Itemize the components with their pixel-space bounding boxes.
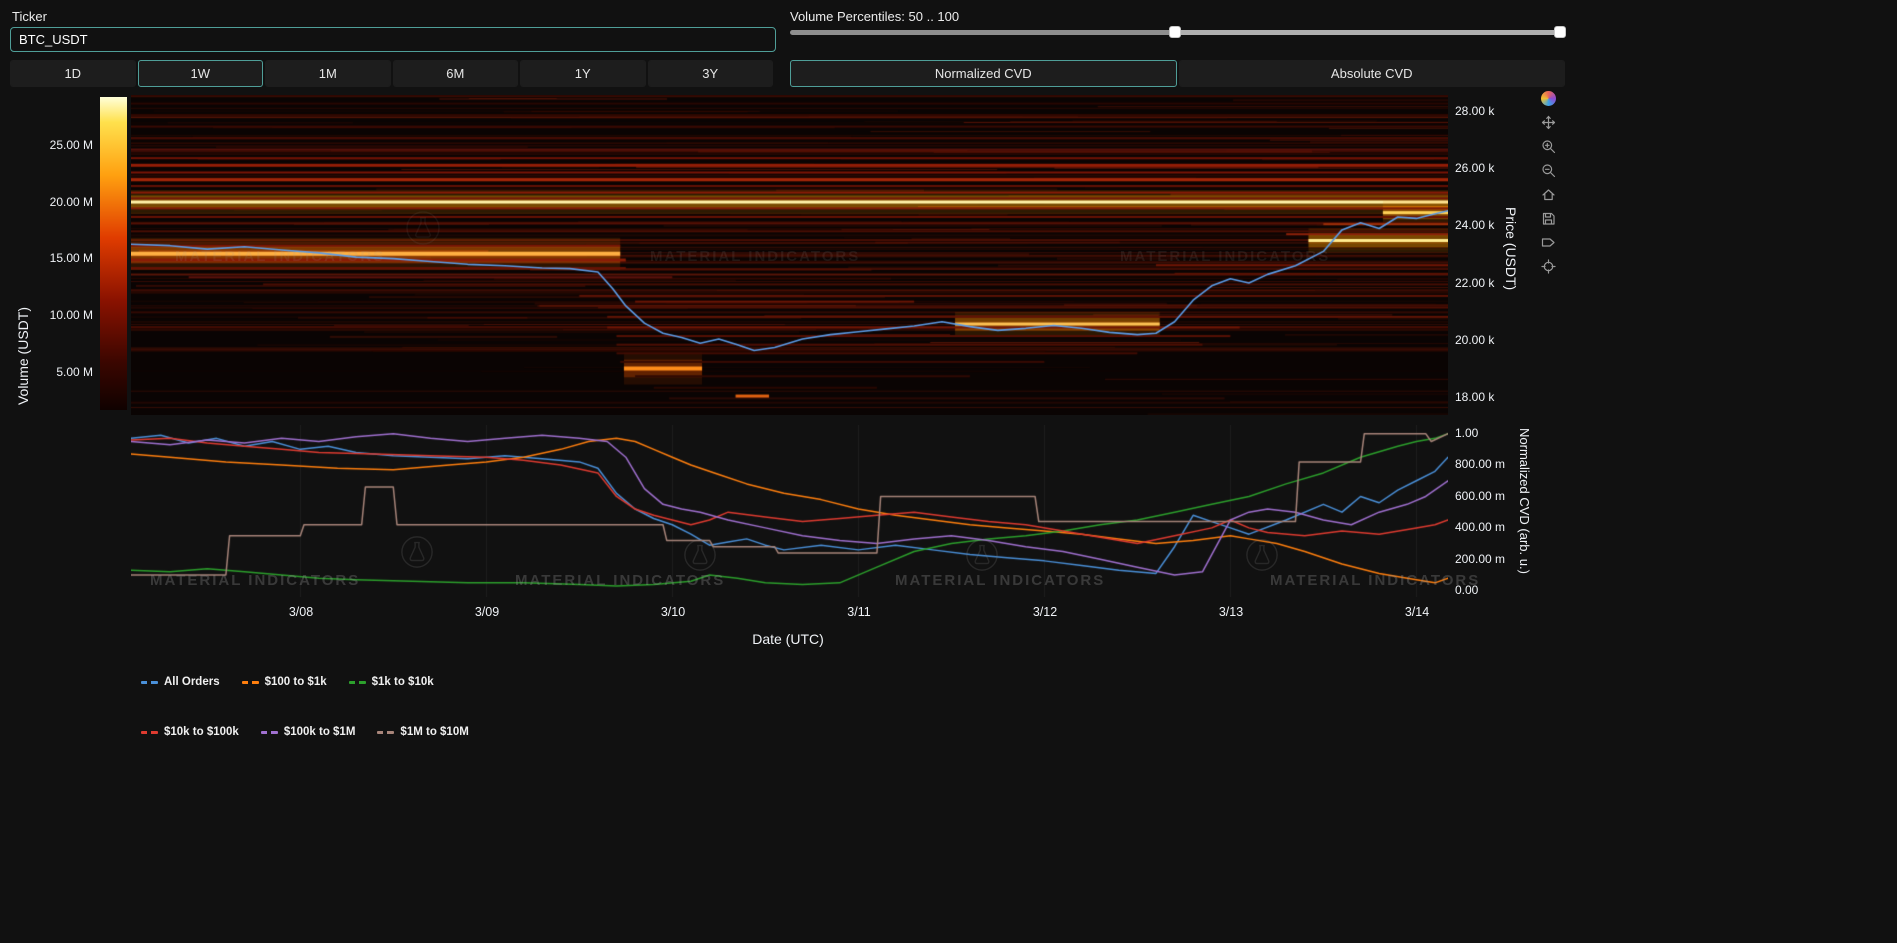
legend-item-100-to-1k[interactable]: $100 to $1k (242, 676, 327, 688)
x-tick: 3/12 (1033, 605, 1057, 619)
legend-label: $1M to $10M (400, 726, 468, 738)
watermark-text: MATERIAL INDICATORS (1120, 248, 1330, 265)
colorbar-tick: 25.00 M (25, 138, 93, 152)
absolute-cvd-button[interactable]: Absolute CVD (1179, 60, 1566, 87)
legend-label: $100k to $1M (284, 726, 356, 738)
cvd-tick: 1.00 (1455, 426, 1478, 440)
legend-item-100k-to-1m[interactable]: $100k to $1M (261, 726, 356, 738)
watermark-text: MATERIAL INDICATORS (175, 248, 385, 265)
ticker-input[interactable] (10, 27, 776, 52)
watermark-text: MATERIAL INDICATORS (1270, 572, 1480, 589)
ticker-label: Ticker (12, 9, 47, 24)
x-tick: 3/11 (847, 605, 870, 619)
legend-row-1: All Orders $100 to $1k $1k to $10k (141, 676, 434, 688)
legend-swatch (141, 731, 158, 734)
price-tick: 24.00 k (1455, 218, 1494, 232)
cvd-tick: 0.00 (1455, 583, 1478, 597)
legend-swatch (349, 681, 366, 684)
volume-colorbar (100, 97, 127, 410)
watermark-logo (683, 538, 717, 577)
x-tick: 3/10 (661, 605, 685, 619)
volume-percentiles-slider[interactable] (790, 25, 1560, 39)
x-tick: 3/09 (475, 605, 499, 619)
timeframe-button-1w[interactable]: 1W (138, 60, 264, 87)
price-axis-title: Price (USDT) (1503, 207, 1519, 290)
crosshair-icon[interactable] (1540, 258, 1557, 275)
zoom-in-icon[interactable] (1540, 138, 1557, 155)
save-icon[interactable] (1540, 210, 1557, 227)
x-tick: 3/14 (1405, 605, 1429, 619)
legend-swatch (141, 681, 158, 684)
pan-icon[interactable] (1540, 114, 1557, 131)
timeframe-button-6m[interactable]: 6M (393, 60, 519, 87)
cvd-tick: 800.00 m (1455, 457, 1505, 471)
legend-label: $1k to $10k (372, 676, 434, 688)
legend-label: $100 to $1k (265, 676, 327, 688)
reset-axes-icon[interactable] (1540, 186, 1557, 203)
legend-item-10k-to-100k[interactable]: $10k to $100k (141, 726, 239, 738)
modebar (1540, 90, 1557, 275)
watermark-logo (965, 538, 999, 577)
zoom-out-icon[interactable] (1540, 162, 1557, 179)
firecharts-dashboard: Ticker Volume Percentiles: 50 .. 100 1D … (0, 0, 1897, 943)
watermark-text: MATERIAL INDICATORS (150, 572, 360, 589)
cvd-axis-title: Normalized CVD (arb. u.) (1517, 428, 1532, 574)
timeframe-button-1d[interactable]: 1D (10, 60, 136, 87)
timeframe-button-1m[interactable]: 1M (265, 60, 391, 87)
colorbar-tick: 10.00 M (25, 308, 93, 322)
price-tick: 26.00 k (1455, 161, 1494, 175)
price-tick: 20.00 k (1455, 333, 1494, 347)
legend-item-all-orders[interactable]: All Orders (141, 676, 220, 688)
x-axis-title: Date (UTC) (752, 631, 824, 647)
watermark-logo (405, 210, 441, 251)
slider-handle-low[interactable] (1169, 26, 1181, 38)
legend-label: $10k to $100k (164, 726, 239, 738)
colorbar-tick: 5.00 M (25, 365, 93, 379)
legend-item-1m-to-10m[interactable]: $1M to $10M (377, 726, 468, 738)
colorbar-tick: 20.00 M (25, 195, 93, 209)
timeframe-button-1y[interactable]: 1Y (520, 60, 646, 87)
hover-label-icon[interactable] (1540, 234, 1557, 251)
cvd-tick: 600.00 m (1455, 489, 1505, 503)
plotly-logo-icon[interactable] (1540, 90, 1557, 107)
colorbar-tick: 15.00 M (25, 251, 93, 265)
watermark-logo (1245, 538, 1279, 577)
price-tick: 28.00 k (1455, 104, 1494, 118)
volume-percentiles-label: Volume Percentiles: 50 .. 100 (790, 9, 959, 24)
timeframe-button-3y[interactable]: 3Y (648, 60, 774, 87)
legend-swatch (377, 731, 394, 734)
watermark-logo (400, 535, 434, 574)
cvd-tick: 200.00 m (1455, 552, 1505, 566)
x-tick: 3/13 (1219, 605, 1243, 619)
price-tick: 18.00 k (1455, 390, 1494, 404)
legend-label: All Orders (164, 676, 220, 688)
legend-swatch (242, 681, 259, 684)
legend-item-1k-to-10k[interactable]: $1k to $10k (349, 676, 434, 688)
normalized-cvd-button[interactable]: Normalized CVD (790, 60, 1177, 87)
watermark-text: MATERIAL INDICATORS (895, 572, 1105, 589)
legend-swatch (261, 731, 278, 734)
price-tick: 22.00 k (1455, 276, 1494, 290)
slider-selected-range (1175, 30, 1560, 35)
cvd-tick: 400.00 m (1455, 520, 1505, 534)
legend-row-2: $10k to $100k $100k to $1M $1M to $10M (141, 726, 469, 738)
watermark-text: MATERIAL INDICATORS (650, 248, 860, 265)
slider-handle-high[interactable] (1554, 26, 1566, 38)
x-tick: 3/08 (289, 605, 313, 619)
